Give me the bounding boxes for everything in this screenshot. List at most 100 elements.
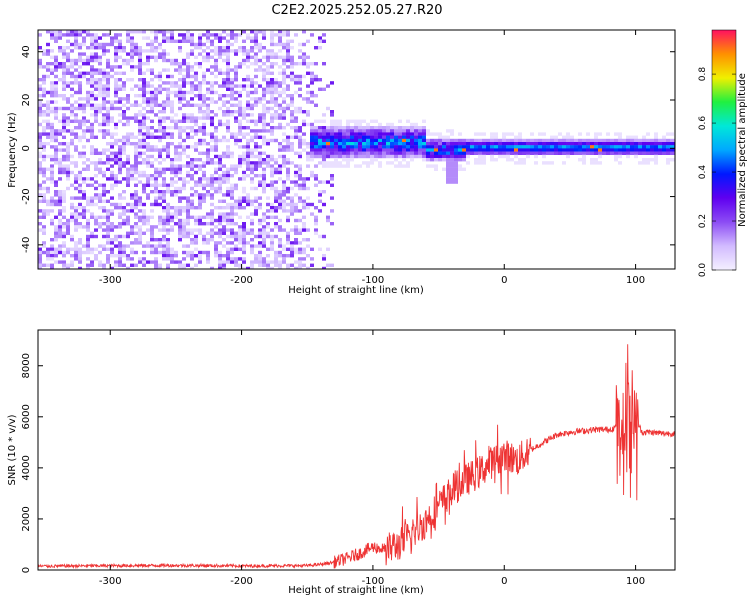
heatmap-cell [62,113,66,117]
heatmap-cell [74,39,78,43]
heatmap-cell [350,151,354,155]
heatmap-cell [66,170,70,175]
heatmap-cell [466,148,470,152]
heatmap-cell [466,161,470,165]
heatmap-cell [186,39,190,43]
heatmap-cell [66,100,70,104]
heatmap-cell [238,62,242,66]
heatmap-cell [58,190,62,194]
heatmap-cell [170,170,174,175]
heatmap-cell [166,30,170,34]
heatmap-cell [142,84,146,88]
heatmap-cell [214,65,218,69]
heatmap-cell [118,145,122,149]
heatmap-cell [294,180,298,184]
heatmap-cell [62,81,66,85]
heatmap-cell [54,234,58,239]
heatmap-cell [666,158,670,162]
heatmap-cell [174,151,178,155]
heatmap-cell [502,154,506,159]
heatmap-cell [258,164,262,168]
heatmap-cell [190,52,194,56]
heatmap-cell [446,145,450,149]
heatmap-cell [234,234,238,239]
heatmap-cell [310,135,314,139]
heatmap-cell [46,167,50,171]
heatmap-cell [202,183,206,187]
heatmap-cell [634,135,638,139]
heatmap-cell [98,90,102,95]
heatmap-cell [158,116,162,120]
heatmap-cell [374,154,378,159]
heatmap-cell [550,161,554,165]
heatmap-cell [118,151,122,155]
heatmap-cell [278,142,282,146]
heatmap-cell [238,65,242,69]
heatmap-cell [42,52,46,56]
heatmap-cell [50,174,54,178]
heatmap-cell [246,126,250,130]
heatmap-cell [146,154,150,159]
heatmap-cell [114,81,118,85]
heatmap-cell [278,36,282,40]
heatmap-cell [294,218,298,223]
heatmap-cell [562,151,566,155]
heatmap-cell [226,148,230,152]
heatmap-cell [270,132,274,136]
heatmap-cell [130,142,134,146]
heatmap-cell [282,46,286,50]
heatmap-cell [626,135,630,139]
heatmap-cell [146,42,150,47]
heatmap-cell [98,215,102,219]
heatmap-cell [230,186,234,191]
heatmap-cell [454,161,458,165]
heatmap-cell [194,215,198,219]
heatmap-cell [270,260,274,264]
heatmap-cell [170,212,174,216]
heatmap-cell [186,33,190,37]
heatmap-cell [250,55,254,59]
heatmap-cell [190,199,194,203]
heatmap-cell [62,94,66,98]
heatmap-cell [430,132,434,136]
heatmap-cell [314,164,318,168]
heatmap-cell [250,186,254,191]
heatmap-cell [302,250,306,255]
heatmap-cell [322,33,326,37]
heatmap-cell [158,46,162,50]
heatmap-cell [162,238,166,242]
heatmap-cell [178,97,182,101]
heatmap-cell [270,266,274,269]
heatmap-cell [70,263,74,267]
heatmap-cell [622,142,626,146]
heatmap-cell [118,164,122,168]
heatmap-cell [94,164,98,168]
heatmap-cell [282,206,286,210]
heatmap-cell [270,90,274,95]
heatmap-cell [226,202,230,207]
heatmap-cell [78,55,82,59]
heatmap-cell [282,55,286,59]
colorbar-tick-label: 0.8 [698,67,708,82]
heatmap-cell [130,241,134,245]
heatmap-cell [178,260,182,264]
heatmap-cell [118,49,122,53]
heatmap-cell [94,228,98,232]
heatmap-cell [186,234,190,239]
heatmap-cell [90,151,94,155]
heatmap-cell [278,254,282,258]
heatmap-cell [382,154,386,159]
heatmap-cell [106,190,110,194]
heatmap-cell [102,78,106,82]
heatmap-cell [94,78,98,82]
heatmap-cell [142,260,146,264]
heatmap-cell [194,71,198,75]
heatmap-cell [90,212,94,216]
heatmap-cell [338,129,342,133]
heatmap-cell [182,81,186,85]
heatmap-cell [118,97,122,101]
heatmap-cell [106,58,110,63]
heatmap-cell [330,119,334,123]
heatmap-cell [662,138,666,143]
heatmap-cell [190,49,194,53]
